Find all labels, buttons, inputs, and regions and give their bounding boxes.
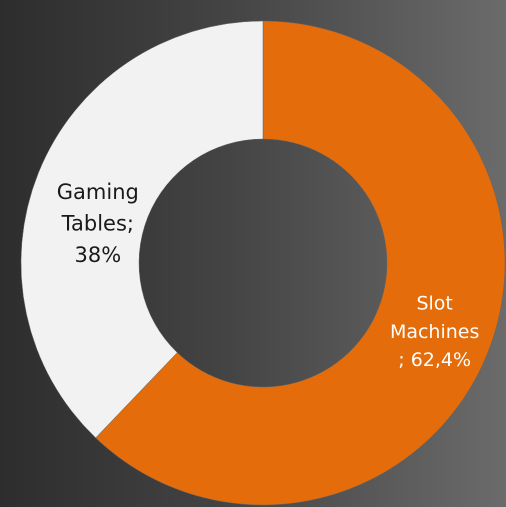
label-line: Tables; [61, 212, 134, 236]
donut-segment [95, 20, 506, 506]
label-line: Machines [390, 320, 479, 342]
data-label-category: Gaming Tables; [57, 180, 139, 236]
data-label-value: 38% [74, 243, 121, 267]
label-line: Slot [416, 292, 452, 314]
label-line: Gaming [57, 180, 139, 204]
data-label-category: Slot Machines [390, 292, 479, 343]
data-label-value: ; 62,4% [398, 349, 471, 371]
donut-segment [20, 20, 264, 439]
